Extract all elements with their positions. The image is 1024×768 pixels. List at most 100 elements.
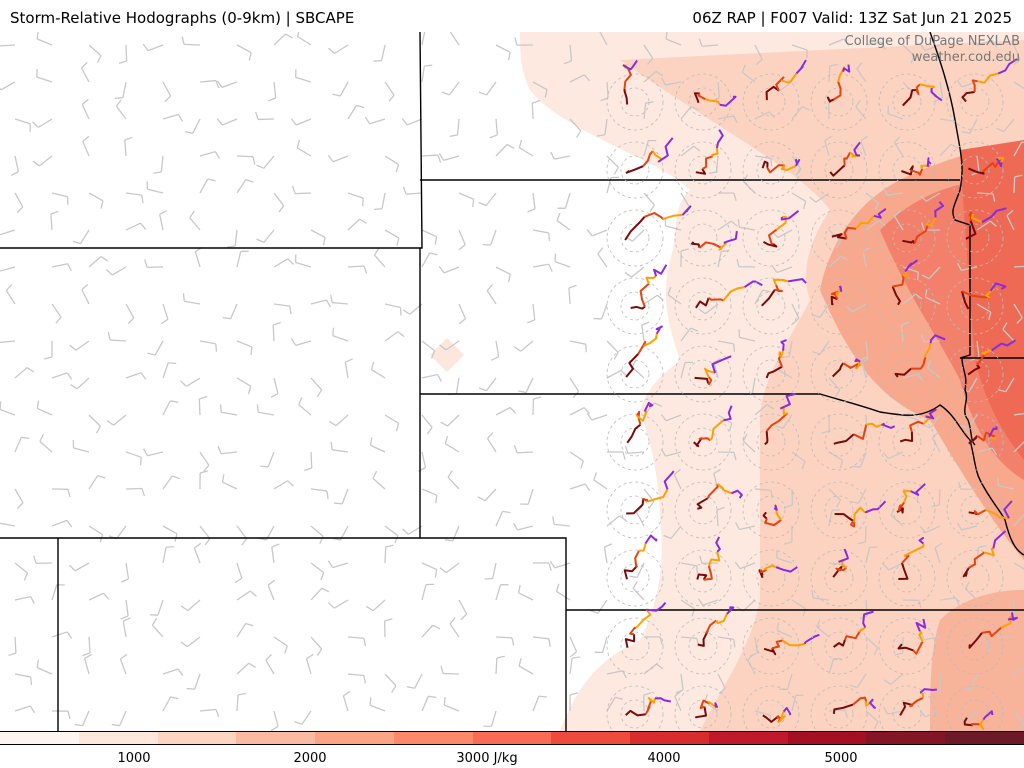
border-missouri-river <box>929 32 1024 359</box>
wind-barb <box>347 218 367 231</box>
wind-barb <box>273 192 285 213</box>
wind-barb <box>556 212 571 231</box>
colorbar-segment <box>945 731 1024 745</box>
wind-barb <box>384 155 400 173</box>
colorbar-segment <box>78 731 158 745</box>
wind-barb <box>717 673 726 695</box>
wind-barb <box>374 192 386 211</box>
map-area[interactable] <box>0 32 1024 731</box>
wind-barb <box>330 441 349 453</box>
wind-barb <box>421 373 442 382</box>
wind-barb <box>383 618 393 638</box>
header-bar: Storm-Relative Hodographs (0-9km) | SBCA… <box>0 0 1024 32</box>
wind-barb <box>931 488 941 508</box>
wind-barb <box>890 507 904 527</box>
wind-barb <box>680 361 694 379</box>
wind-barb <box>236 250 249 268</box>
wind-barb <box>329 294 349 305</box>
wind-barb <box>643 44 654 65</box>
wind-barb <box>939 143 959 157</box>
wind-barb <box>514 37 534 46</box>
wind-barb <box>680 145 701 157</box>
wind-barb <box>114 81 127 99</box>
wind-barb <box>81 98 90 120</box>
wind-barb <box>934 542 943 564</box>
wind-barb <box>976 192 996 202</box>
wind-barb <box>865 192 879 211</box>
wind-barb <box>14 192 24 214</box>
wind-barb <box>902 373 924 382</box>
wind-barb <box>518 658 534 675</box>
hodograph <box>878 408 937 471</box>
wind-barb <box>421 488 438 504</box>
wind-barb <box>698 303 719 315</box>
wind-barb <box>347 192 364 207</box>
wind-barb <box>290 118 312 126</box>
state-borders <box>0 32 1024 731</box>
hodograph <box>878 537 936 607</box>
wind-barb <box>119 653 128 675</box>
hodograph <box>674 536 732 607</box>
wind-barb <box>828 658 842 675</box>
wind-barb <box>698 38 719 47</box>
wind-barb <box>421 154 442 163</box>
wind-barb <box>162 475 181 490</box>
wind-barb <box>532 229 551 241</box>
wind-barb <box>80 61 90 83</box>
hodograph <box>946 685 1004 731</box>
wind-barb <box>495 584 509 601</box>
wind-barb <box>199 708 220 718</box>
wind-barb <box>421 32 426 46</box>
wind-barb <box>440 665 460 675</box>
wind-barb <box>532 81 548 98</box>
colorbar-tick-label: 4000 <box>647 751 681 766</box>
wind-barb <box>384 673 397 693</box>
wind-barb <box>754 404 775 416</box>
map-canvas <box>0 32 1024 731</box>
wind-barb <box>849 673 867 689</box>
wind-barb <box>484 562 497 580</box>
wind-barb <box>939 597 960 606</box>
wind-barb <box>162 362 177 379</box>
hodograph <box>606 685 671 731</box>
wind-barb <box>82 636 91 657</box>
wind-barb <box>273 258 294 268</box>
wind-barb <box>717 636 736 648</box>
wind-barb <box>932 673 941 693</box>
wind-barb <box>384 544 394 564</box>
cape-colorbar <box>0 731 1024 745</box>
wind-barb <box>219 404 238 416</box>
wind-barb <box>227 229 238 248</box>
wind-barb <box>754 289 771 305</box>
wind-barb <box>717 220 738 231</box>
wind-barb <box>1006 209 1015 231</box>
wind-barb <box>478 81 497 96</box>
wind-barb <box>0 81 16 91</box>
wind-barb <box>569 407 591 416</box>
hodograph <box>674 73 737 131</box>
wind-barb <box>563 44 573 65</box>
wind-barb <box>784 488 794 508</box>
hodograph <box>946 481 1013 539</box>
wind-barb <box>674 690 682 712</box>
wind-barb <box>865 636 879 656</box>
wind-barb <box>961 118 978 134</box>
wind-barb <box>180 636 201 648</box>
wind-barb <box>776 550 793 564</box>
wind-barb <box>741 64 756 83</box>
colorbar-segment <box>630 731 709 745</box>
wind-barb <box>14 118 31 132</box>
hodograph <box>674 129 732 199</box>
wind-barb <box>5 284 16 305</box>
wind-barb <box>421 562 438 578</box>
wind-barb <box>199 151 221 159</box>
wind-barb <box>421 695 437 712</box>
wind-barb <box>489 118 498 139</box>
wind-barb <box>776 622 793 638</box>
hodograph <box>606 325 664 403</box>
colorbar-segment <box>472 731 552 745</box>
wind-barb <box>606 670 627 679</box>
wind-barb <box>305 653 314 675</box>
wind-barb <box>865 219 886 231</box>
wind-barb <box>256 155 275 169</box>
